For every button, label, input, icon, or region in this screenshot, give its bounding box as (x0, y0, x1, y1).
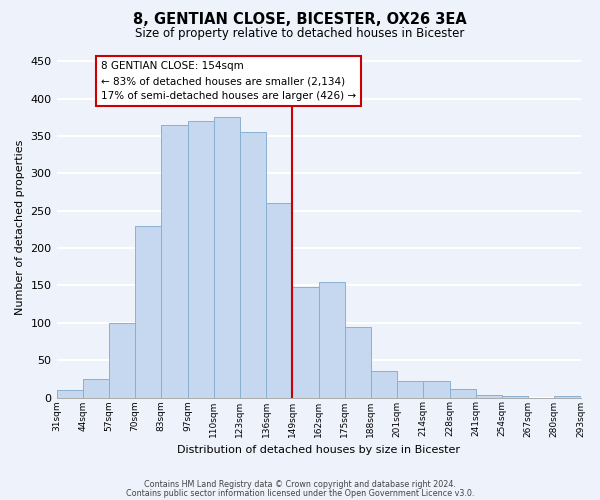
Bar (502, 396, 528, 398)
Text: 8, GENTIAN CLOSE, BICESTER, OX26 3EA: 8, GENTIAN CLOSE, BICESTER, OX26 3EA (133, 12, 467, 28)
Text: Size of property relative to detached houses in Bicester: Size of property relative to detached ho… (136, 28, 464, 40)
Y-axis label: Number of detached properties: Number of detached properties (15, 140, 25, 315)
X-axis label: Distribution of detached houses by size in Bicester: Distribution of detached houses by size … (177, 445, 460, 455)
Bar (292, 287, 319, 398)
Bar (476, 396, 502, 398)
Bar (345, 326, 371, 398)
Text: 8 GENTIAN CLOSE: 154sqm
← 83% of detached houses are smaller (2,134)
17% of semi: 8 GENTIAN CLOSE: 154sqm ← 83% of detache… (101, 61, 356, 101)
Bar (371, 372, 397, 398)
Bar (56, 390, 83, 398)
Bar (214, 118, 240, 398)
Bar (449, 390, 476, 398)
Bar (135, 226, 161, 398)
Bar (397, 381, 424, 398)
Bar (424, 381, 449, 398)
Bar (109, 323, 135, 398)
Bar (188, 121, 214, 398)
Text: Contains HM Land Registry data © Crown copyright and database right 2024.: Contains HM Land Registry data © Crown c… (144, 480, 456, 489)
Bar (240, 132, 266, 398)
Bar (161, 125, 188, 398)
Bar (266, 203, 292, 398)
Bar (554, 396, 581, 398)
Text: Contains public sector information licensed under the Open Government Licence v3: Contains public sector information licen… (126, 489, 474, 498)
Bar (319, 282, 345, 398)
Bar (83, 379, 109, 398)
